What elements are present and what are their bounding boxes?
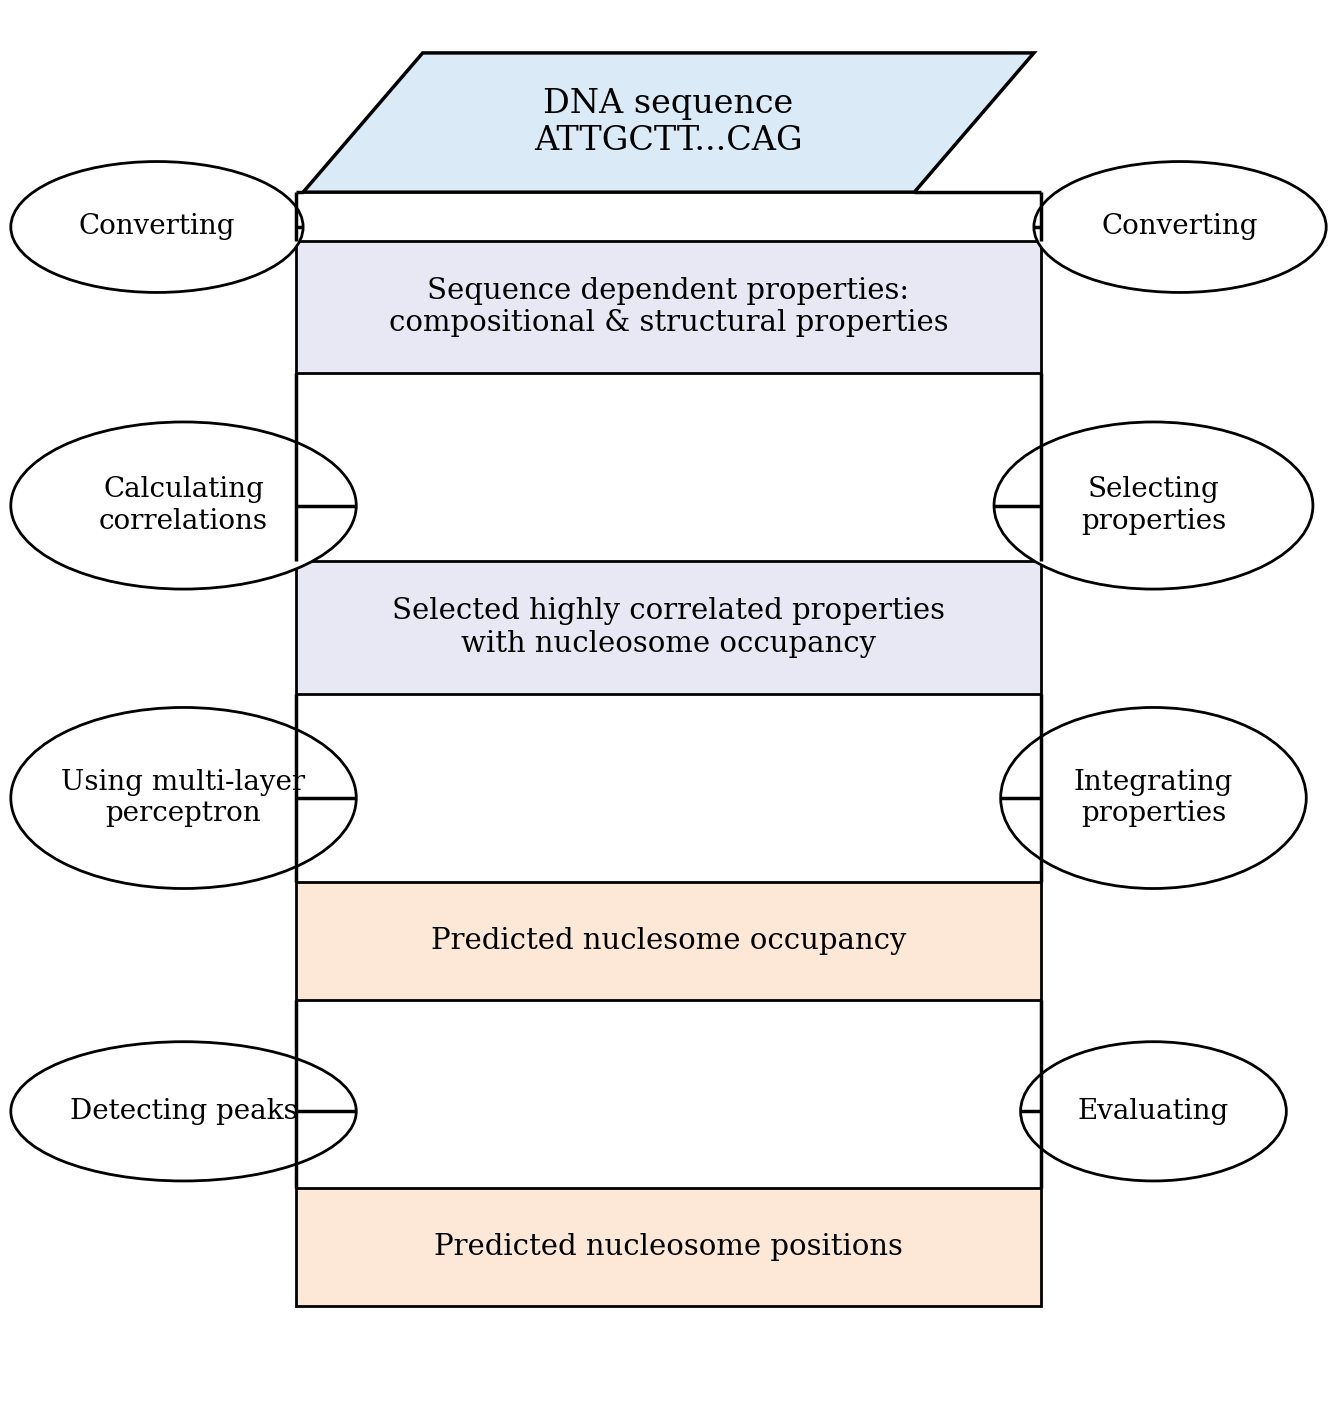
Ellipse shape — [11, 422, 356, 588]
Text: Predicted nucleosome positions: Predicted nucleosome positions — [435, 1233, 902, 1261]
Text: DNA sequence
ATTGCTT...CAG: DNA sequence ATTGCTT...CAG — [535, 88, 802, 157]
Text: Using multi-layer
perceptron: Using multi-layer perceptron — [62, 769, 306, 827]
Text: Selected highly correlated properties
with nucleosome occupancy: Selected highly correlated properties wi… — [392, 597, 945, 657]
Ellipse shape — [11, 708, 356, 888]
Ellipse shape — [1000, 708, 1306, 888]
Ellipse shape — [1034, 161, 1326, 293]
FancyBboxPatch shape — [297, 562, 1040, 693]
Text: Detecting peaks: Detecting peaks — [70, 1098, 297, 1125]
Ellipse shape — [11, 161, 303, 293]
Text: Converting: Converting — [79, 213, 235, 241]
Ellipse shape — [11, 1042, 356, 1181]
Text: Selecting
properties: Selecting properties — [1080, 476, 1226, 535]
Text: Calculating
correlations: Calculating correlations — [99, 476, 267, 535]
Ellipse shape — [1020, 1042, 1286, 1181]
FancyBboxPatch shape — [297, 881, 1040, 1000]
Polygon shape — [303, 53, 1034, 192]
Text: Sequence dependent properties:
compositional & structural properties: Sequence dependent properties: compositi… — [389, 277, 948, 338]
Text: Integrating
properties: Integrating properties — [1074, 769, 1233, 827]
Text: Evaluating: Evaluating — [1078, 1098, 1229, 1125]
Text: Predicted nuclesome occupancy: Predicted nuclesome occupancy — [431, 926, 906, 954]
Ellipse shape — [993, 422, 1313, 588]
Text: Converting: Converting — [1102, 213, 1258, 241]
FancyBboxPatch shape — [297, 241, 1040, 373]
FancyBboxPatch shape — [297, 1188, 1040, 1306]
